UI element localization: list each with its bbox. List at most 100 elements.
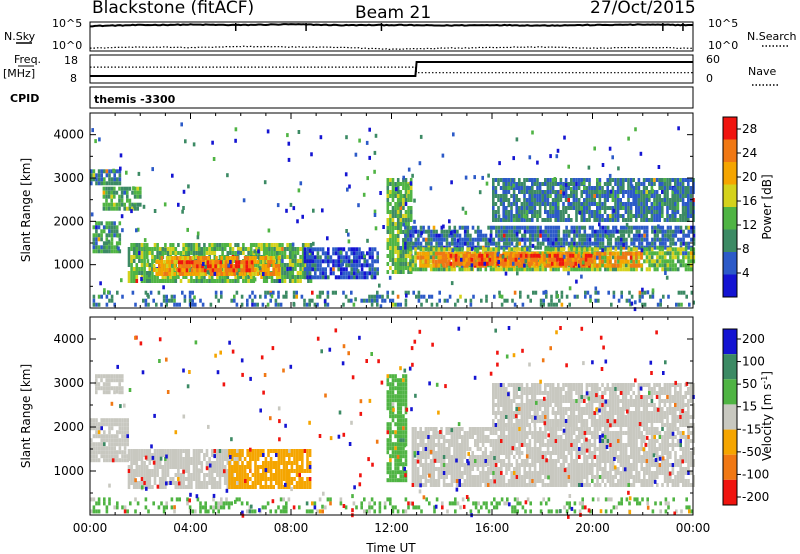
power-cell bbox=[118, 173, 122, 178]
nave-tick-bottom: 0 bbox=[706, 72, 713, 85]
power-cell bbox=[224, 268, 228, 273]
velocity-cell bbox=[126, 434, 129, 439]
power-cell bbox=[526, 267, 529, 272]
power-cell bbox=[596, 247, 599, 252]
power-cell bbox=[113, 190, 116, 195]
power-cell bbox=[614, 263, 617, 268]
power-cell bbox=[291, 259, 295, 263]
power-cell bbox=[533, 206, 537, 210]
power-cell bbox=[208, 271, 211, 275]
velocity-cell bbox=[100, 450, 103, 455]
power-cell bbox=[491, 261, 494, 266]
power-cell bbox=[662, 294, 665, 299]
power-cell bbox=[480, 257, 484, 262]
power-cell bbox=[440, 233, 444, 238]
power-cell bbox=[414, 241, 418, 246]
power-cell bbox=[391, 210, 395, 214]
power-cell bbox=[635, 186, 638, 190]
velocity-cell bbox=[233, 461, 236, 465]
power-cell bbox=[113, 229, 116, 234]
power-cell bbox=[283, 251, 287, 255]
velocity-cell bbox=[161, 473, 165, 477]
power-cell bbox=[234, 127, 238, 132]
power-cell bbox=[373, 271, 377, 276]
power-cell bbox=[507, 178, 511, 182]
power-cell bbox=[512, 202, 516, 206]
power-cell bbox=[640, 263, 643, 268]
power-cell bbox=[406, 241, 410, 246]
power-cell bbox=[609, 267, 612, 272]
power-cell bbox=[554, 247, 558, 252]
velocity-cell bbox=[182, 481, 185, 485]
power-cell bbox=[391, 191, 395, 196]
power-cell bbox=[105, 198, 108, 203]
velocity-cell bbox=[249, 469, 252, 473]
power-cell bbox=[572, 194, 576, 198]
power-cell bbox=[366, 259, 369, 264]
power-cell bbox=[332, 271, 335, 276]
power-cell bbox=[316, 255, 320, 260]
power-cell bbox=[419, 241, 423, 246]
power-cell bbox=[389, 298, 392, 303]
power-cell bbox=[506, 298, 509, 303]
power-cell bbox=[173, 256, 177, 260]
power-cell bbox=[373, 213, 377, 217]
power-cell bbox=[105, 186, 108, 191]
power-cell bbox=[629, 194, 633, 198]
power-cell bbox=[221, 243, 224, 247]
power-cell bbox=[136, 190, 139, 195]
power-cell bbox=[137, 171, 141, 176]
velocity-cell bbox=[259, 449, 262, 453]
power-cell bbox=[355, 247, 359, 252]
power-cell bbox=[292, 301, 296, 306]
velocity-cell bbox=[90, 450, 93, 455]
power-cell bbox=[562, 247, 566, 252]
power-cell bbox=[177, 264, 181, 269]
power-cell bbox=[358, 251, 361, 256]
power-cell bbox=[554, 251, 557, 256]
power-cell bbox=[311, 259, 314, 264]
velocity-cell bbox=[259, 477, 262, 481]
power-cell bbox=[637, 251, 641, 256]
power-cell bbox=[102, 202, 106, 207]
power-cell bbox=[231, 247, 235, 251]
power-cell bbox=[130, 259, 133, 263]
power-cell bbox=[650, 178, 654, 182]
power-cell bbox=[363, 298, 366, 303]
power-cell bbox=[440, 251, 443, 256]
power-cell bbox=[588, 237, 592, 242]
power-cell bbox=[164, 247, 167, 252]
power-cell bbox=[680, 302, 683, 307]
power-cell bbox=[531, 218, 534, 222]
velocity-cell bbox=[251, 481, 255, 485]
power-cell bbox=[661, 259, 664, 264]
power-cell bbox=[614, 182, 617, 186]
power-cell bbox=[514, 253, 518, 258]
power-cell bbox=[501, 254, 505, 259]
power-cell bbox=[135, 263, 139, 267]
velocity-cell bbox=[138, 481, 141, 485]
velocity-cell bbox=[97, 422, 101, 427]
power-cell bbox=[269, 260, 273, 264]
power-cell bbox=[319, 259, 322, 264]
power-cell bbox=[519, 257, 523, 262]
power-cell bbox=[609, 206, 612, 210]
power-cell bbox=[590, 186, 594, 190]
power-cell bbox=[545, 294, 548, 299]
power-cell bbox=[261, 302, 265, 307]
power-cell bbox=[497, 233, 501, 238]
power-cell bbox=[605, 235, 609, 239]
power-cell bbox=[151, 279, 154, 283]
power-cell bbox=[643, 229, 646, 234]
power-cell bbox=[505, 210, 508, 214]
power-cell bbox=[617, 298, 621, 303]
power-cell bbox=[502, 194, 505, 198]
velocity-cell bbox=[221, 449, 224, 453]
power-cell bbox=[97, 169, 101, 174]
power-cell bbox=[389, 254, 392, 258]
velocity-cell bbox=[256, 457, 260, 461]
power-cell bbox=[481, 247, 485, 252]
velocity-cell bbox=[132, 449, 136, 453]
power-cell bbox=[579, 261, 583, 266]
power-cell bbox=[168, 272, 171, 276]
